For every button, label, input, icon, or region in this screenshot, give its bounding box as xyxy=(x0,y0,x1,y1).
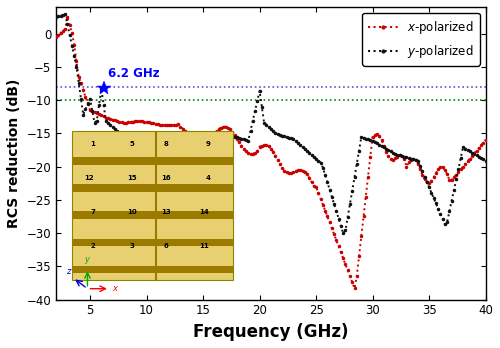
X-axis label: Frequency (GHz): Frequency (GHz) xyxy=(193,323,348,341)
Text: 6.2 GHz: 6.2 GHz xyxy=(108,67,160,80)
Y-axis label: RCS reduction (dB): RCS reduction (dB) xyxy=(7,79,21,228)
Legend: $x$-polarized, $y$-polarized: $x$-polarized, $y$-polarized xyxy=(362,13,480,66)
